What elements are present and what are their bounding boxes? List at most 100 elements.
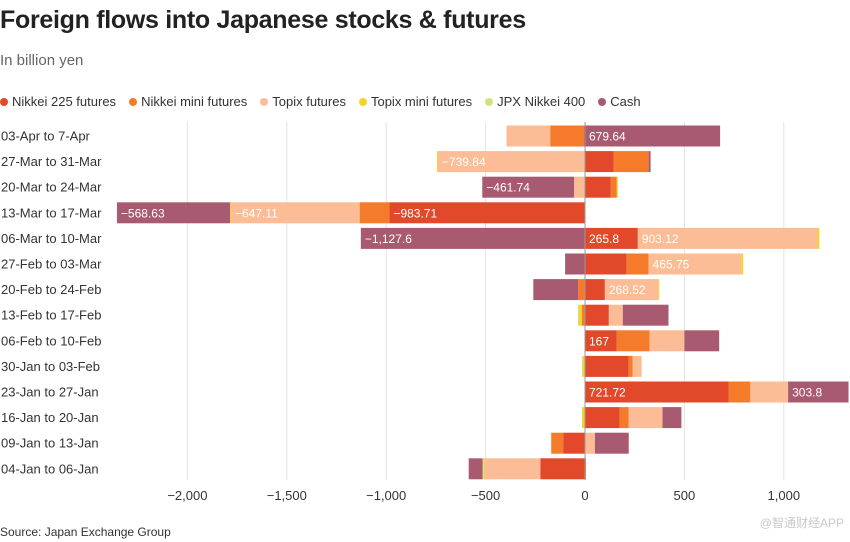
row-label: 03-Apr to 7-Apr	[1, 129, 91, 144]
bar-topix-mini-futures	[741, 253, 744, 275]
bar-nikkei-mini-futures	[551, 432, 564, 454]
row-label: 20-Mar to 24-Mar	[1, 180, 102, 195]
data-label: 303.8	[792, 386, 822, 400]
row-label: 27-Feb to 03-Mar	[1, 257, 102, 272]
legend-label: Nikkei 225 futures	[12, 94, 117, 109]
bar-nikkei-225-futures	[563, 432, 585, 454]
legend-swatch	[598, 97, 607, 106]
bar-topix-mini-futures	[579, 304, 583, 326]
bar-jpx-nikkei-400	[578, 304, 580, 326]
legend-item-jpx-nikkei-400: JPX Nikkei 400	[485, 94, 585, 109]
bar-cash	[360, 227, 585, 249]
bar-topix-futures	[608, 304, 623, 326]
bar-topix-futures	[649, 330, 685, 352]
data-label: −647.11	[235, 206, 278, 220]
bar-nikkei-mini-futures	[628, 355, 633, 377]
bar-topix-futures	[585, 432, 595, 454]
legend-label: JPX Nikkei 400	[497, 94, 586, 109]
bar-topix-futures	[632, 355, 642, 377]
bar-nikkei-225-futures	[585, 253, 627, 275]
legend-swatch	[260, 97, 269, 106]
bar-nikkei-225-futures	[585, 407, 620, 429]
bar-nikkei-mini-futures	[728, 381, 751, 403]
bar-topix-mini-futures	[229, 202, 231, 224]
bar-nikkei-mini-futures	[578, 279, 585, 301]
bar-cash	[662, 407, 682, 429]
bar-cash	[116, 202, 230, 224]
bar-topix-futures	[750, 381, 789, 403]
row-label: 30-Jan to 03-Feb	[1, 359, 100, 374]
bar-nikkei-mini-futures	[582, 304, 585, 326]
bar-nikkei-225-futures	[585, 176, 611, 198]
bar-topix-mini-futures	[436, 151, 438, 173]
bar-cash	[622, 304, 669, 326]
data-label: 265.8	[589, 232, 619, 246]
bar-nikkei-225-futures	[585, 151, 614, 173]
data-label: 268.52	[609, 283, 646, 297]
source-note: Source: Japan Exchange Group	[0, 525, 171, 539]
legend-item-topix-futures: Topix futures	[260, 94, 346, 109]
bar-cash	[585, 125, 721, 147]
bar-topix-mini-futures	[616, 176, 618, 198]
bar-topix-mini-futures	[583, 355, 585, 377]
watermark: @智通财经APP	[759, 516, 844, 530]
bar-nikkei-mini-futures	[610, 176, 617, 198]
bar-topix-futures	[648, 253, 742, 275]
legend-swatch	[129, 97, 138, 106]
data-label: 721.72	[589, 386, 626, 400]
bar-nikkei-mini-futures	[626, 253, 649, 275]
bar-nikkei-225-futures	[585, 381, 729, 403]
row-label: 09-Jan to 13-Jan	[1, 436, 99, 451]
data-label: −1,127.6	[365, 232, 412, 246]
bar-cash	[533, 279, 579, 301]
bar-nikkei-mini-futures	[359, 202, 390, 224]
row-label: 16-Jan to 20-Jan	[1, 410, 99, 425]
x-tick-label: −1,500	[267, 488, 307, 503]
row-label: 06-Feb to 10-Feb	[1, 333, 101, 348]
bar-topix-futures	[506, 125, 551, 147]
row-label: 13-Feb to 17-Feb	[1, 308, 101, 323]
data-label: −739.84	[442, 155, 486, 169]
bar-cash	[565, 253, 585, 275]
bar-cash	[648, 151, 651, 173]
bar-topix-futures	[437, 151, 585, 173]
bar-nikkei-mini-futures	[613, 151, 649, 173]
legend-item-topix-mini-futures: Topix mini futures	[358, 94, 473, 109]
bar-nikkei-225-futures	[540, 458, 585, 480]
row-label: 13-Mar to 17-Mar	[1, 205, 102, 220]
bar-nikkei-225-futures	[585, 279, 605, 301]
data-label: −983.71	[393, 206, 437, 220]
x-tick-label: 500	[674, 488, 696, 503]
bar-nikkei-225-futures	[585, 304, 609, 326]
legend-swatch	[0, 97, 8, 106]
row-label: 04-Jan to 06-Jan	[1, 461, 99, 476]
x-tick-label: −500	[471, 488, 500, 503]
bar-topix-futures	[637, 227, 818, 249]
row-label: 20-Feb to 24-Feb	[1, 282, 101, 297]
bar-nikkei-225-futures	[585, 330, 617, 352]
bar-topix-futures	[574, 176, 585, 198]
legend: Nikkei 225 futures Nikkei mini futures T…	[0, 94, 654, 109]
row-label: 23-Jan to 27-Jan	[1, 385, 99, 400]
legend-label: Cash	[610, 94, 641, 109]
data-label: 167	[589, 334, 609, 348]
bar-topix-futures	[230, 202, 360, 224]
data-label: −568.63	[121, 206, 165, 220]
data-label: −461.74	[486, 181, 530, 195]
bar-topix-mini-futures	[483, 458, 485, 480]
bar-jpx-nikkei-400	[482, 458, 484, 480]
legend-item-nikkei-225-futures: Nikkei 225 futures	[0, 94, 116, 109]
bar-cash	[594, 432, 629, 454]
legend-label: Topix futures	[272, 94, 346, 109]
legend-label: Topix mini futures	[370, 94, 473, 109]
data-label: 465.75	[653, 258, 690, 272]
row-label: 06-Mar to 10-Mar	[1, 231, 102, 246]
x-tick-label: −1,000	[366, 488, 406, 503]
bar-topix-mini-futures	[582, 407, 585, 429]
x-tick-label: −2,000	[167, 488, 207, 503]
bar-nikkei-mini-futures	[619, 407, 629, 429]
bar-cash	[788, 381, 849, 403]
data-label: 679.64	[589, 130, 626, 144]
chart-plot: −2,000 −1,500 −1,000 −500 0 500 1,000 03-Apr to…	[1, 122, 849, 503]
legend-swatch	[358, 97, 367, 106]
